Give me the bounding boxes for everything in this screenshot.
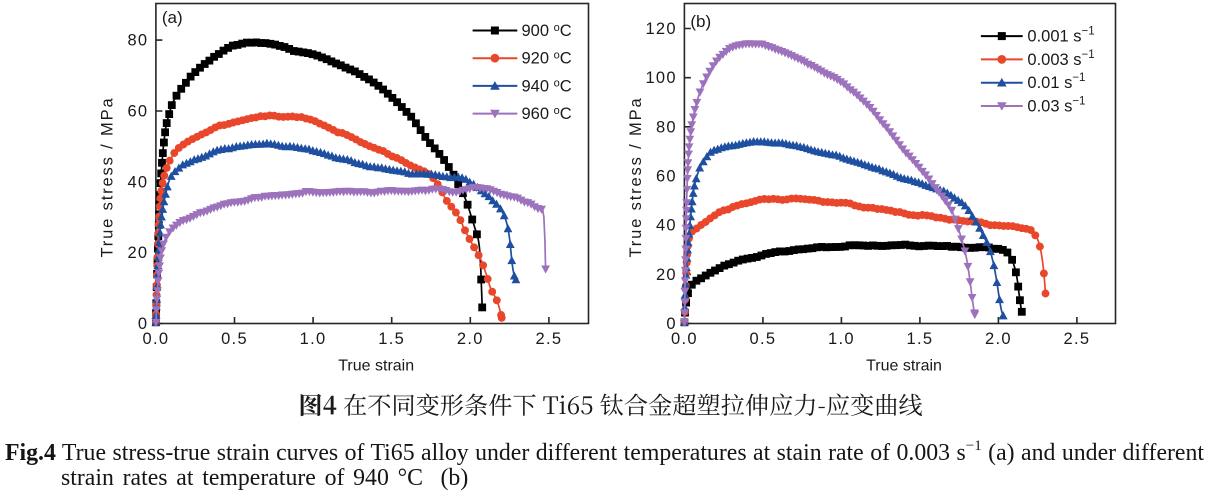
svg-text:20: 20 <box>656 266 677 284</box>
svg-text:920 oC: 920 oC <box>522 50 572 68</box>
svg-text:2.0: 2.0 <box>985 330 1012 348</box>
svg-text:1.5: 1.5 <box>378 330 405 348</box>
svg-text:0.03 s−1: 0.03 s−1 <box>1027 96 1085 116</box>
svg-text:True stress / MPa: True stress / MPa <box>98 96 116 257</box>
svg-text:2.5: 2.5 <box>1063 330 1090 348</box>
svg-text:40: 40 <box>656 217 677 235</box>
svg-text:True stress / MPa: True stress / MPa <box>627 96 645 257</box>
svg-text:100: 100 <box>645 69 676 87</box>
svg-text:120: 120 <box>645 20 676 38</box>
svg-text:0.0: 0.0 <box>142 330 169 348</box>
svg-text:60: 60 <box>656 168 677 186</box>
svg-text:960 oC: 960 oC <box>522 105 572 123</box>
svg-text:2.5: 2.5 <box>535 330 562 348</box>
svg-text:0.01 s−1: 0.01 s−1 <box>1027 72 1085 92</box>
svg-text:(a): (a) <box>162 8 183 27</box>
svg-text:1.5: 1.5 <box>906 330 933 348</box>
svg-text:20: 20 <box>127 244 148 262</box>
svg-text:80: 80 <box>656 118 677 136</box>
svg-text:40: 40 <box>127 173 148 191</box>
svg-text:60: 60 <box>127 103 148 121</box>
svg-text:True strain: True strain <box>338 358 414 375</box>
svg-text:80: 80 <box>127 32 148 50</box>
svg-text:0.5: 0.5 <box>749 330 776 348</box>
svg-text:0.5: 0.5 <box>221 330 248 348</box>
svg-text:0.0: 0.0 <box>671 330 698 348</box>
svg-text:0: 0 <box>138 315 148 333</box>
svg-text:1.0: 1.0 <box>300 330 327 348</box>
svg-text:0: 0 <box>666 315 676 333</box>
svg-text:(b): (b) <box>690 12 711 31</box>
svg-text:900 oC: 900 oC <box>522 22 572 40</box>
svg-text:1.0: 1.0 <box>828 330 855 348</box>
svg-text:True strain: True strain <box>866 358 942 375</box>
svg-text:2.0: 2.0 <box>457 330 484 348</box>
svg-text:0.001 s−1: 0.001 s−1 <box>1027 26 1094 46</box>
svg-text:940 oC: 940 oC <box>522 77 572 95</box>
svg-text:0.003 s−1: 0.003 s−1 <box>1027 49 1094 69</box>
